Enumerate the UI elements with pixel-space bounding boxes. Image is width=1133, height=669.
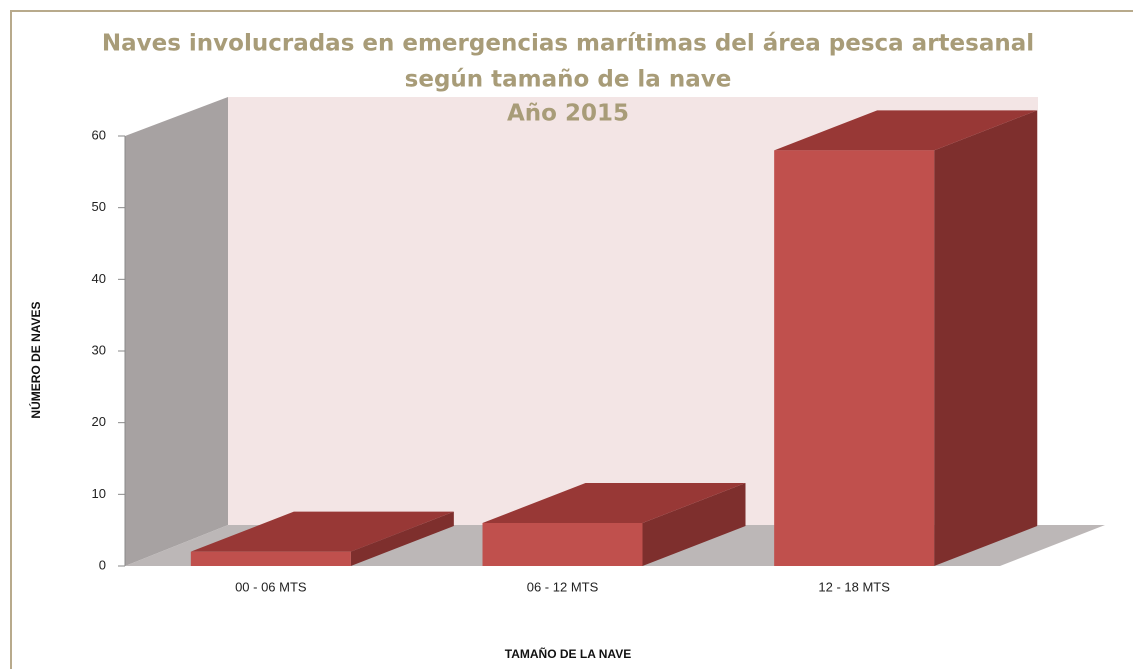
bar bbox=[190, 511, 454, 566]
chart-year: Año 2015 bbox=[507, 101, 629, 127]
bar-front bbox=[482, 523, 643, 566]
bar-side bbox=[642, 483, 746, 566]
x-axis-label: TAMAÑO DE LA NAVE bbox=[505, 646, 631, 661]
bar-top bbox=[482, 483, 746, 523]
bar-top bbox=[774, 110, 1038, 151]
chart-subtitle: según tamaño de la nave bbox=[405, 67, 732, 93]
y-tick-label: 0 bbox=[99, 557, 106, 572]
y-tick-label: 10 bbox=[92, 486, 106, 501]
y-tick-label: 20 bbox=[92, 414, 106, 429]
side-wall bbox=[125, 97, 228, 566]
frame bbox=[10, 10, 1133, 669]
x-tick-label: 12 - 18 MTS bbox=[818, 579, 890, 594]
y-tick-label: 60 bbox=[92, 127, 106, 142]
y-tick-label: 30 bbox=[92, 342, 106, 357]
chart-title: Naves involucradas en emergencias maríti… bbox=[102, 31, 1034, 57]
x-tick-label: 00 - 06 MTS bbox=[235, 579, 307, 594]
bar-side bbox=[350, 511, 454, 566]
bar-top bbox=[190, 511, 454, 552]
bar-front bbox=[190, 551, 351, 566]
y-tick-label: 40 bbox=[92, 271, 106, 286]
bar-side bbox=[934, 110, 1038, 566]
y-axis-label: NÚMERO DE NAVES bbox=[28, 301, 43, 418]
bar bbox=[482, 483, 746, 566]
bar bbox=[774, 110, 1038, 567]
y-tick-label: 50 bbox=[92, 199, 106, 214]
bar-front bbox=[774, 150, 935, 567]
x-tick-label: 06 - 12 MTS bbox=[527, 579, 599, 594]
